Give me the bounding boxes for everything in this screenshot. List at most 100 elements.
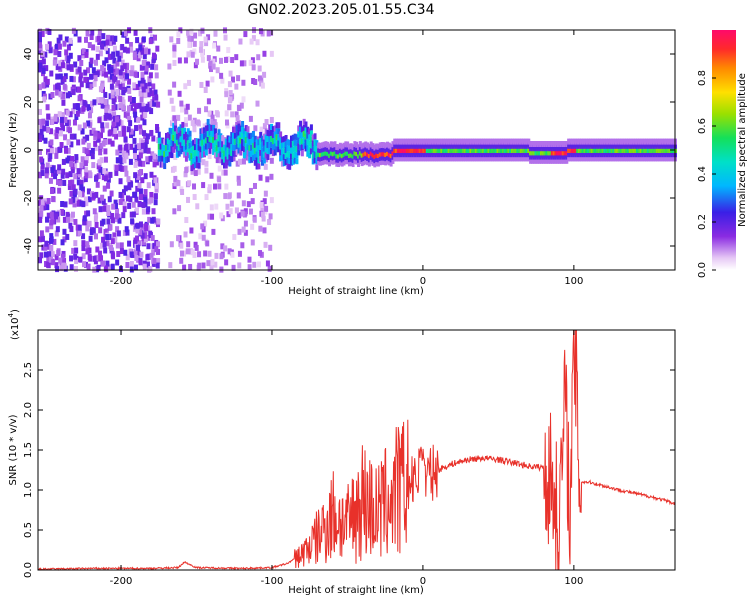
- heatmap-cell: [249, 38, 254, 45]
- heatmap-cell: [326, 154, 330, 161]
- heatmap-cell: [202, 123, 207, 130]
- heatmap-cell: [203, 86, 208, 93]
- heatmap-cell: [122, 157, 127, 164]
- heatmap-cell: [570, 142, 574, 149]
- heatmap-cell: [498, 155, 502, 162]
- heatmap-cell: [288, 151, 292, 158]
- heatmap-cell: [44, 120, 49, 127]
- heatmap-cell: [299, 126, 303, 133]
- heatmap-cell: [619, 151, 623, 158]
- heatmap-cell: [440, 151, 444, 158]
- heatmap-cell: [404, 151, 408, 158]
- heatmap-cell: [48, 177, 53, 184]
- heatmap-cell: [184, 117, 189, 124]
- heatmap-cell: [97, 197, 102, 204]
- heatmap-cell: [43, 251, 48, 258]
- heatmap-cell: [99, 132, 104, 139]
- heatmap-cell: [106, 210, 111, 217]
- heatmap-cell: [141, 160, 146, 167]
- heatmap-cell: [353, 145, 357, 152]
- heatmap-cell: [113, 202, 118, 209]
- heatmap-cell: [181, 139, 185, 146]
- heatmap-cell: [543, 153, 547, 160]
- heatmap-cell: [207, 153, 212, 160]
- heatmap-cell: [156, 258, 161, 265]
- heatmap-cell: [587, 138, 591, 145]
- heatmap-cell: [109, 190, 114, 197]
- heatmap-cell: [320, 159, 324, 166]
- heatmap-cell: [154, 64, 159, 71]
- heatmap-cell: [133, 248, 138, 255]
- heatmap-cell: [263, 241, 268, 248]
- heatmap-cell: [228, 90, 233, 97]
- heatmap-cell: [176, 235, 181, 242]
- heatmap-cell: [134, 207, 139, 214]
- heatmap-cell: [57, 50, 62, 57]
- heatmap-cell: [654, 142, 658, 149]
- heatmap-cell: [576, 151, 580, 158]
- heatmap-cell: [212, 119, 217, 126]
- heatmap-cell: [373, 161, 377, 168]
- heatmap-cell: [123, 249, 128, 256]
- heatmap-cell: [93, 130, 98, 137]
- heatmap-cell: [300, 126, 304, 133]
- heatmap-cell: [98, 166, 103, 173]
- heatmap-cell: [253, 135, 257, 142]
- heatmap-cell: [156, 218, 161, 225]
- heatmap-cell: [179, 148, 183, 155]
- heatmap-cell: [308, 134, 312, 141]
- heatmap-cell: [90, 147, 95, 154]
- heatmap-cell: [288, 157, 292, 164]
- heatmap-cell: [62, 228, 67, 235]
- heatmap-cell: [248, 145, 252, 152]
- heatmap-cell: [449, 151, 453, 158]
- heatmap-cell: [637, 151, 641, 158]
- heatmap-cell: [163, 145, 167, 152]
- heatmap-cell: [545, 141, 549, 147]
- heatmap-cell: [38, 84, 42, 91]
- heatmap-cell: [139, 64, 144, 71]
- heatmap-cell: [429, 151, 433, 158]
- heatmap-cell: [103, 247, 108, 254]
- heatmap-cell: [570, 151, 574, 158]
- heatmap-cell: [119, 248, 124, 255]
- heatmap-cell: [503, 138, 507, 145]
- heatmap-cell: [106, 34, 111, 41]
- heatmap-cell: [634, 138, 638, 145]
- heatmap-cell: [94, 191, 99, 198]
- heatmap-cell: [38, 149, 42, 156]
- heatmap-cell: [55, 266, 60, 273]
- heatmap-cell: [122, 63, 127, 70]
- heatmap-cell: [320, 142, 324, 149]
- heatmap-cell: [451, 138, 455, 145]
- heatmap-cell: [431, 138, 435, 145]
- heatmap-cell: [114, 164, 119, 171]
- heatmap-cell: [65, 233, 70, 240]
- heatmap-cell: [538, 157, 542, 164]
- heatmap-cell: [69, 190, 74, 197]
- heatmap-cell: [462, 138, 466, 145]
- heatmap-cell: [211, 63, 216, 70]
- heatmap-cell: [114, 124, 119, 131]
- heatmap-cell: [603, 138, 607, 145]
- heatmap-cell: [42, 125, 47, 132]
- heatmap-cell: [279, 143, 283, 150]
- heatmap-cell: [48, 47, 53, 54]
- heatmap-cell: [382, 142, 386, 149]
- heatmap-cell: [143, 196, 148, 203]
- heatmap-cell: [261, 147, 265, 154]
- heatmap-cell: [351, 161, 355, 168]
- heatmap-cell: [49, 244, 54, 251]
- heatmap-cell: [123, 30, 128, 37]
- heatmap-cell: [317, 142, 321, 149]
- heatmap-cell: [201, 262, 206, 269]
- heatmap-cell: [315, 164, 319, 171]
- heatmap-cell: [209, 172, 214, 179]
- heatmap-cell: [54, 43, 59, 50]
- heatmap-cell: [253, 79, 258, 86]
- heatmap-cell: [92, 255, 97, 262]
- heatmap-cell: [174, 125, 178, 132]
- heatmap-cell: [436, 155, 440, 162]
- heatmap-cell: [367, 156, 371, 163]
